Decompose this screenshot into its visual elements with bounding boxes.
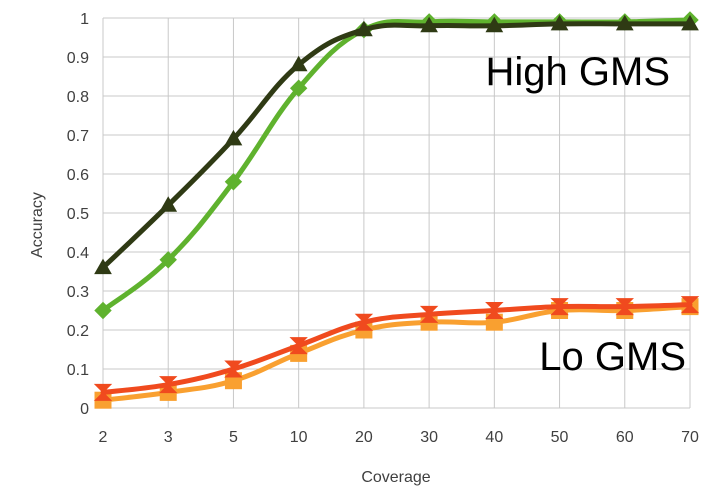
x-tick-label: 2: [99, 429, 108, 446]
light-green-point: [224, 173, 243, 191]
annotation-high-gms: High GMS: [486, 50, 671, 94]
x-tick-label: 50: [551, 429, 569, 446]
x-tick-label: 5: [229, 429, 238, 446]
y-tick-labels: 0 0.1 0.2 0.3 0.4 0.5 0.6 0.7 0.8 0.9 1: [67, 11, 89, 418]
x-tick-label: 10: [290, 429, 308, 446]
y-tick-label: 0.2: [67, 323, 89, 340]
y-tick-label: 0.1: [67, 362, 89, 379]
y-tick-label: 0.6: [67, 167, 89, 184]
series-line-dark-green: [100, 21, 693, 271]
red-orange-point: [289, 337, 308, 355]
red-orange-point: [93, 383, 113, 401]
light-green-point: [94, 301, 112, 320]
x-tick-label: 30: [420, 429, 438, 446]
x-tick-labels: 2 3 5 10 20 30 40 50 60 70: [99, 429, 699, 446]
dark-green-point: [224, 129, 243, 146]
red-orange-point: [615, 298, 634, 316]
y-tick-label: 1: [80, 11, 89, 28]
grid-lines: [102, 17, 691, 409]
red-orange-point: [680, 296, 700, 314]
dark-green-point: [615, 14, 634, 31]
x-tick-label: 20: [355, 429, 373, 446]
dark-green-point: [550, 14, 569, 31]
y-tick-label: 0.5: [67, 206, 89, 223]
y-tick-label: 0.7: [67, 128, 89, 145]
dark-green-point: [681, 14, 699, 31]
red-orange-point: [485, 302, 504, 319]
y-tick-label: 0.8: [67, 89, 89, 106]
series-red-orange: [93, 296, 700, 401]
red-orange-point: [354, 313, 374, 331]
y-tick-label: 0.9: [67, 50, 89, 67]
series-line-red-orange: [100, 302, 693, 395]
series-group: [93, 11, 700, 409]
red-orange-point: [419, 305, 439, 323]
red-orange-point: [159, 376, 178, 394]
y-tick-label: 0.4: [67, 245, 89, 262]
dark-green-point: [289, 55, 308, 72]
series-dark-green: [94, 14, 699, 275]
light-green-point: [289, 79, 308, 97]
series-line-orange: [100, 304, 693, 403]
dark-green-point: [94, 258, 112, 275]
dark-green-point: [355, 20, 373, 37]
y-tick-label: 0: [80, 401, 89, 418]
light-green-point: [159, 251, 177, 269]
red-orange-point: [224, 360, 243, 378]
y-tick-label: 0.3: [67, 284, 89, 301]
annotation-lo-gms: Lo GMS: [539, 335, 686, 379]
dark-green-point: [420, 16, 438, 33]
x-axis-label: Coverage: [361, 469, 430, 486]
x-tick-label: 3: [164, 429, 173, 446]
red-orange-point: [550, 298, 569, 316]
x-tick-label: 70: [681, 429, 699, 446]
x-tick-label: 60: [616, 429, 634, 446]
dark-green-point: [485, 16, 504, 33]
dark-green-point: [159, 196, 178, 212]
x-tick-label: 40: [485, 429, 503, 446]
y-axis-label: Accuracy: [29, 192, 46, 258]
